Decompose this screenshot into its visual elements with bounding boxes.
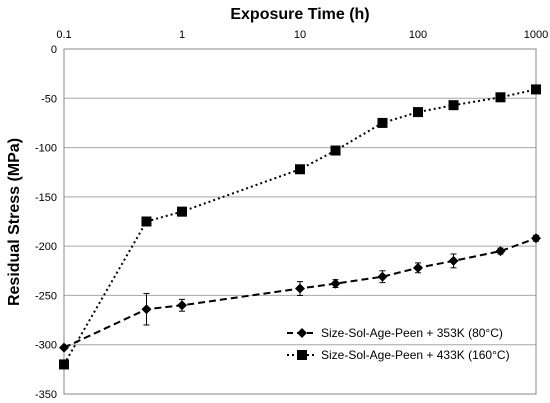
y-tick-label: -300 [35,340,57,352]
data-point-diamond [377,271,388,282]
data-point-square [177,206,187,217]
legend-marker-diamond [297,328,307,338]
data-point-square [377,117,388,128]
data-point-diamond [531,233,541,244]
x-tick-label: 0.1 [56,29,71,41]
data-point-diamond [413,262,423,273]
y-tick-label: -250 [35,290,57,302]
y-tick-label: -200 [35,241,57,253]
y-tick-label: -350 [35,389,57,401]
x-axis-title: Exposure Time (h) [230,6,369,23]
data-point-square [295,164,305,175]
data-point-square [495,92,506,103]
gridlines [64,48,536,395]
data-point-square [413,107,423,118]
legend-label-series-2: Size-Sol-Age-Peen + 433K (160°C) [321,348,510,362]
plot-frame [63,48,537,395]
data-point-square [59,359,69,370]
y-tick-label: -50 [41,93,57,105]
data-point-diamond [448,255,459,266]
y-axis-title: Residual Stress (MPa) [6,138,23,306]
y-tick-label: 0 [51,44,57,56]
x-tick-label: 10 [294,29,306,41]
y-tick-label: -100 [35,143,57,155]
legend-marker-square [297,350,307,360]
data-point-diamond [295,283,305,294]
y-axis-ticks: 0 -50 -100 -150 -200 -250 -300 -350 [35,44,57,401]
series-line-2 [63,88,537,365]
x-tick-label: 1000 [524,29,548,41]
x-tick-label: 100 [409,29,427,41]
legend: Size-Sol-Age-Peen + 353K (80°C) Size-Sol… [287,326,510,362]
x-tick-label: 1 [179,29,185,41]
data-point-square [448,100,459,111]
data-point-diamond [141,304,152,315]
legend-label-series-1: Size-Sol-Age-Peen + 353K (80°C) [321,326,503,340]
data-point-square [141,216,152,227]
x-axis-ticks: 0.1 1 10 100 1000 [56,29,548,41]
data-point-diamond [59,342,69,353]
data-point-square [330,145,341,156]
data-point-diamond [495,246,506,257]
data-point-diamond [330,278,341,289]
data-point-diamond [177,300,187,311]
y-tick-label: -150 [35,192,57,204]
series-group [59,84,541,370]
data-point-square [531,84,541,95]
